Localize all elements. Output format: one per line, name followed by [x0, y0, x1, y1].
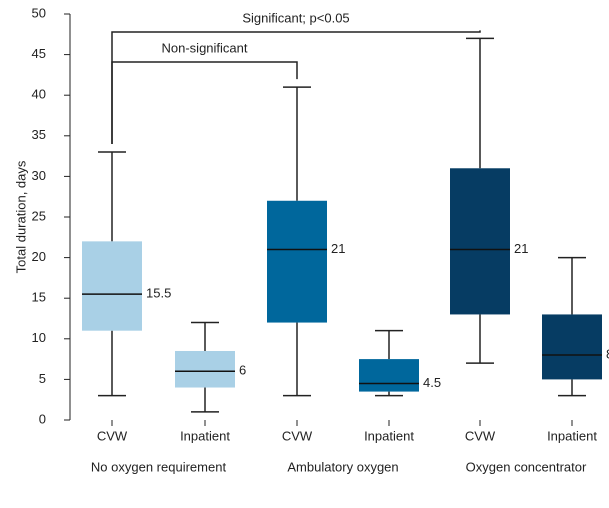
median-label: 4.5	[423, 375, 441, 390]
box	[82, 241, 142, 331]
median-label: 21	[514, 241, 528, 256]
y-tick-label: 50	[32, 5, 46, 20]
y-tick-label: 40	[32, 87, 46, 102]
y-axis-label: Total duration, days	[13, 160, 28, 273]
median-label: 21	[331, 241, 345, 256]
y-tick-label: 10	[32, 330, 46, 345]
y-tick-label: 0	[39, 411, 46, 426]
group-label: Oxygen concentrator	[466, 459, 587, 474]
x-tick-label: Inpatient	[364, 428, 414, 443]
y-tick-label: 45	[32, 46, 46, 61]
box	[359, 359, 419, 392]
x-tick-label: CVW	[465, 428, 496, 443]
x-tick-label: Inpatient	[547, 428, 597, 443]
significance-label: Significant; p<0.05	[242, 10, 349, 25]
significance-bracket	[111, 30, 481, 145]
x-tick-label: CVW	[97, 428, 128, 443]
significance-label: Non-significant	[162, 40, 248, 55]
box	[267, 200, 327, 323]
significance-bracket	[111, 61, 298, 145]
y-tick-label: 20	[32, 249, 46, 264]
x-tick-label: CVW	[282, 428, 313, 443]
box	[175, 350, 235, 388]
median-label: 15.5	[146, 286, 171, 301]
group-label: Ambulatory oxygen	[287, 459, 398, 474]
group-label: No oxygen requirement	[91, 459, 227, 474]
y-tick-label: 35	[32, 127, 46, 142]
box	[542, 314, 602, 380]
median-label: 6	[239, 363, 246, 378]
median-label: 8	[606, 346, 609, 361]
box	[450, 168, 510, 315]
y-tick-label: 30	[32, 168, 46, 183]
y-tick-label: 15	[32, 290, 46, 305]
y-tick-label: 25	[32, 208, 46, 223]
y-tick-label: 5	[39, 371, 46, 386]
x-tick-label: Inpatient	[180, 428, 230, 443]
